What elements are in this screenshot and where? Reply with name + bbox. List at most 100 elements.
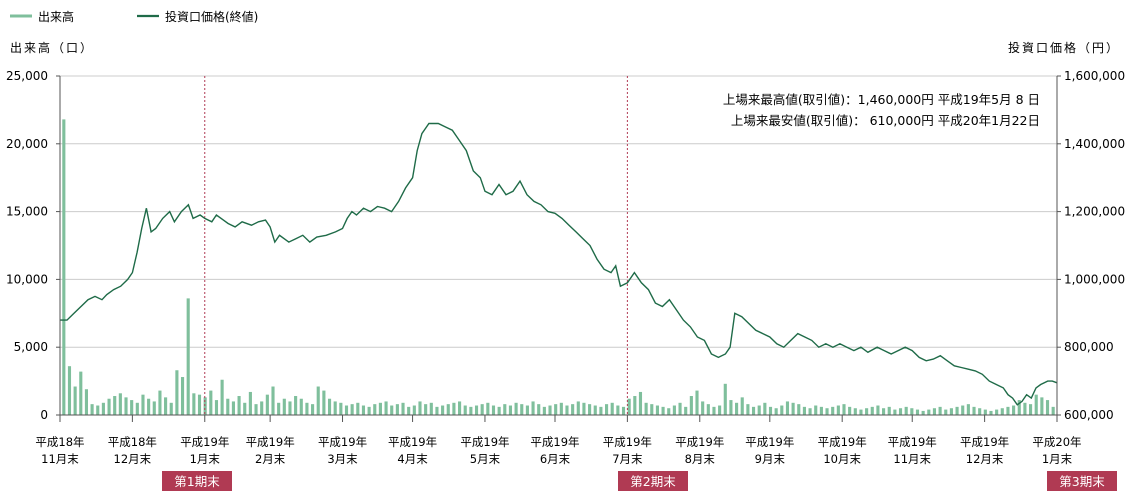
volume-bar [446,404,450,415]
volume-bar [972,406,976,415]
volume-bar [1040,397,1044,415]
volume-bar [780,405,784,415]
volume-bar [870,406,874,415]
x-tick-label-month: 6月末 [540,452,571,466]
volume-bar [508,405,513,415]
right-axis-title: 投資口価格（円） [1008,40,1120,55]
volume-bar [361,405,366,415]
volume-bar [938,406,942,415]
volume-bar [463,405,467,415]
x-tick-label-month: 4月末 [397,452,428,466]
volume-bar [644,402,648,415]
right-tick-label: 800,000 [1064,340,1114,354]
volume-bar [118,393,122,415]
right-axis-ticks: 600,000 800,000 1,000,000 1,200,000 1,400,00… [1057,69,1125,422]
volume-bar [113,396,117,415]
volume-bar [588,404,592,415]
x-tick-label-year: 平成19年 [246,435,295,449]
volume-bar [667,408,671,415]
volume-bar [435,406,439,415]
volume-bar [757,405,761,415]
volume-bar [791,402,795,415]
volume-bar [904,406,908,415]
volume-bar [271,386,275,415]
volume-bar [407,406,411,415]
volume-bar [944,409,948,415]
volume-bar [424,404,428,415]
volume-bar [401,402,405,415]
volume-bar [158,390,162,415]
volume-bar [277,402,281,415]
volume-bar [141,394,145,415]
x-tick-label-year: 平成20年 [1032,435,1081,449]
volume-bar [96,405,100,415]
x-tick-label-month: 1月末 [1042,452,1073,466]
volume-bar [514,402,518,415]
volume-bar [853,408,857,415]
volume-bar [322,390,326,415]
volume-bar [525,405,529,415]
x-tick-label-month: 8月末 [685,452,716,466]
x-tick-label-month: 7月末 [612,452,643,466]
period-label-1-bg [162,471,232,491]
volume-bar [746,404,750,415]
volume-bar [452,402,456,415]
volume-bar [130,400,134,415]
x-tick-label-month: 9月末 [755,452,786,466]
volume-bar [966,404,970,415]
volume-bar [893,409,897,415]
left-tick-label: 5,000 [14,340,48,354]
volume-bar [582,402,586,415]
volume-bar [1023,402,1027,415]
volume-bar [605,404,609,415]
volume-bar [107,398,111,415]
volume-bar [311,404,315,415]
volume-bar [961,405,965,415]
volume-bar [531,401,535,415]
volume-bar [339,402,343,415]
volume-bar [740,397,744,415]
volume-bar [989,410,993,415]
volume-bar [458,401,462,415]
volume-bar [610,402,614,415]
annotation-high: 上場来最高値(取引値)：1,460,000円 平成19年5月 8 日 [723,92,1040,107]
volume-bar [995,409,999,415]
volume-bar [627,398,631,415]
x-tick-label-month: 5月末 [470,452,501,466]
volume-bar [350,404,354,415]
volume-bar [164,397,168,415]
volume-bar [180,377,185,415]
volume-bar [491,405,496,415]
volume-bar [384,401,388,415]
volume-bar [921,410,925,415]
volume-bar [548,405,552,415]
x-tick-label-year: 平成19年 [675,435,724,449]
volume-bar [231,401,235,415]
legend: 出来高 投資口価格(終値) [10,9,258,24]
x-tick-label-year: 平成19年 [530,435,579,449]
volume-bar [520,404,524,415]
volume-bar [412,405,416,415]
x-tick-label-year: 平成19年 [318,435,367,449]
volume-bar [1006,406,1010,415]
volume-bar [469,406,473,415]
volume-bar [978,408,982,415]
volume-bar [949,408,953,415]
x-axis-ticks: 平成18年 11月末 平成18年 12月末 平成19年 1月末 平成19年 2月末 平成19年 3… [35,415,1082,466]
volume-bar [248,391,252,415]
volume-bar [678,402,682,415]
volume-bar [633,396,637,415]
volume-bar [848,406,852,415]
volume-bar [243,402,247,415]
x-tick-label-month: 11月末 [41,452,79,466]
x-tick-label-month: 11月末 [893,452,931,466]
volume-bar [735,402,739,415]
volume-bar [638,391,643,415]
volume-bar [621,406,626,415]
volume-bar [356,402,360,415]
period-label-3-text: 第3期末 [1059,474,1105,489]
x-tick-label-month: 2月末 [255,452,286,466]
volume-bar [418,401,422,415]
left-axis-title: 出来高（口） [10,40,94,55]
volume-bar [723,383,727,415]
